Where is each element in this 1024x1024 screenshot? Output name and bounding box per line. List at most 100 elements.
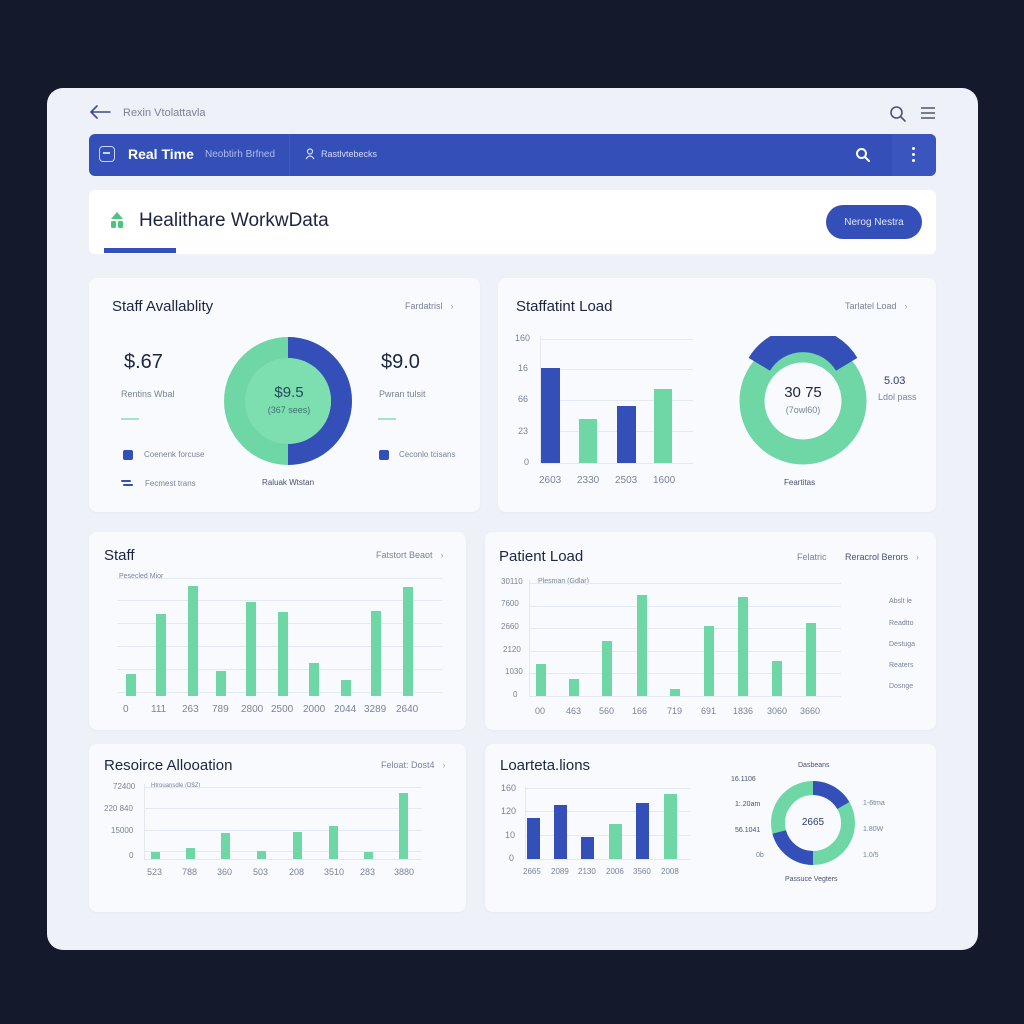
card-link[interactable]: Fardatrisl › <box>405 301 454 311</box>
x-tick: 2503 <box>615 475 638 486</box>
chart-bar <box>293 832 302 859</box>
legend-label: Coenenk forcuse <box>144 450 205 459</box>
staff-availability-donut <box>224 337 352 465</box>
legend-label: Ceconlo tcisans <box>399 450 456 459</box>
x-tick: 789 <box>212 704 229 715</box>
y-tick: 2120 <box>503 645 521 654</box>
card-title: Patient Load <box>499 548 584 565</box>
x-tick: 2130 <box>578 867 596 876</box>
chart-bar <box>257 851 266 859</box>
chart-bar <box>704 626 714 696</box>
x-tick: 208 <box>289 867 305 877</box>
y-tick: 0 <box>129 851 134 860</box>
card-link[interactable]: Reracrol Berors › <box>845 552 920 562</box>
chart-bar <box>221 833 230 859</box>
loartetations-card: Loarteta.lions 160 120 10 0 2665 2089 21… <box>485 744 936 912</box>
card-link[interactable]: Feloat: Dost4 › <box>381 760 446 770</box>
x-tick: 560 <box>599 706 615 716</box>
x-tick: 166 <box>632 706 648 716</box>
y-tick: 120 <box>501 806 517 816</box>
donut-left-label: 16.1106 <box>731 776 756 783</box>
resource-allocation-card: Resoirce Allooation Feloat: Dost4 › 72400… <box>89 744 466 912</box>
transfer-icon <box>121 480 133 486</box>
nav-subtitle[interactable]: Neobtirh Brfned <box>205 149 276 160</box>
legend-label: Destuga <box>889 641 916 648</box>
chart-bar <box>126 674 136 696</box>
y-tick: 16 <box>518 363 529 373</box>
chart-bar <box>569 679 579 696</box>
patient-load-card: Patient Load Felatric Reracrol Berors › 3… <box>485 532 936 730</box>
search-icon[interactable] <box>855 147 871 163</box>
y-tick: 1030 <box>505 667 523 676</box>
x-tick: 2044 <box>334 704 357 715</box>
legend-label: Dosnge <box>889 683 914 690</box>
chart-bar <box>664 794 677 859</box>
card-title: Staff <box>104 547 135 564</box>
x-tick: 3660 <box>800 706 821 716</box>
y-tick: 160 <box>501 783 517 793</box>
card-title: Resoirce Allooation <box>104 757 233 774</box>
card-link[interactable]: Felatric <box>797 552 827 562</box>
x-tick: 3560 <box>633 867 651 876</box>
chart-bar <box>602 641 612 696</box>
x-tick: 263 <box>182 704 199 715</box>
chart-label: Htrouansdle (D$Z) <box>151 783 201 789</box>
donut-right-label: 1.0/5 <box>863 852 879 859</box>
search-icon[interactable] <box>889 105 907 123</box>
staff-patient-load-card: Staffatint Load Tarlatel Load › 160 16 66… <box>498 278 936 512</box>
legend-square-icon <box>379 450 389 460</box>
dashboard-box-icon[interactable] <box>99 146 115 162</box>
left-metric-label: Rentins Wbal <box>121 389 175 399</box>
x-tick: 111 <box>151 704 167 715</box>
card-link[interactable]: Fatstort Beaot › <box>376 550 444 560</box>
page-title: Healithare WorkwData <box>139 210 329 231</box>
chart-bar <box>636 803 649 859</box>
chart-bar <box>341 680 351 696</box>
y-tick: 160 <box>515 333 531 343</box>
nav-bar: Real Time Neobtirh Brfned Rastlvtebecks <box>89 134 936 176</box>
right-metric-line <box>378 418 396 420</box>
y-tick: 10 <box>505 830 516 840</box>
x-tick: 2665 <box>523 867 541 876</box>
right-metric-label: Pwran tulsit <box>379 389 426 399</box>
more-options-button[interactable] <box>892 134 936 176</box>
chart-bar <box>329 826 338 859</box>
page-header: Healithare WorkwData Nerog Nestra <box>89 190 936 254</box>
hamburger-menu-icon[interactable] <box>920 106 936 120</box>
nav-title[interactable]: Real Time <box>128 146 194 162</box>
x-tick: 2330 <box>577 475 600 486</box>
top-bar: Rexin Vtolattavla <box>47 88 978 134</box>
card-title: Loarteta.lions <box>500 757 591 774</box>
side-metric-label: Ldol pass <box>878 392 917 402</box>
x-tick: 0 <box>123 704 129 715</box>
chart-bar <box>609 824 622 859</box>
x-tick: 1836 <box>733 706 754 716</box>
header-action-button[interactable]: Nerog Nestra <box>826 205 922 239</box>
user-icon <box>305 148 315 160</box>
x-tick: 691 <box>701 706 717 716</box>
y-tick: 0 <box>509 853 515 863</box>
x-tick: 360 <box>217 867 233 877</box>
left-metric-line <box>121 418 139 420</box>
donut-left-label: 0b <box>756 852 764 859</box>
chart-bar <box>536 664 546 696</box>
chart-bar <box>637 595 647 696</box>
donut-center-value: 2665 <box>801 817 825 828</box>
card-title: Staff Avallablity <box>112 298 214 315</box>
nav-user-label[interactable]: Rastlvtebecks <box>321 149 378 159</box>
side-metric-value: 5.03 <box>884 375 906 387</box>
donut-caption: Passuce Vegters <box>785 876 838 883</box>
chart-bar <box>151 852 160 859</box>
x-tick: 1600 <box>653 475 676 486</box>
chart-label: Pesecled Mior <box>119 573 164 580</box>
legend-label: Abslt le <box>889 598 912 605</box>
x-tick: 2500 <box>271 704 294 715</box>
arrow-left-icon[interactable] <box>89 104 111 120</box>
card-link[interactable]: Tarlatel Load › <box>845 301 908 311</box>
x-tick: 503 <box>253 867 269 877</box>
x-tick: 2000 <box>303 704 326 715</box>
chart-bar <box>309 663 319 696</box>
legend-label: Reaters <box>889 662 914 669</box>
chart-bar <box>371 611 381 696</box>
x-tick: 2008 <box>661 867 679 876</box>
